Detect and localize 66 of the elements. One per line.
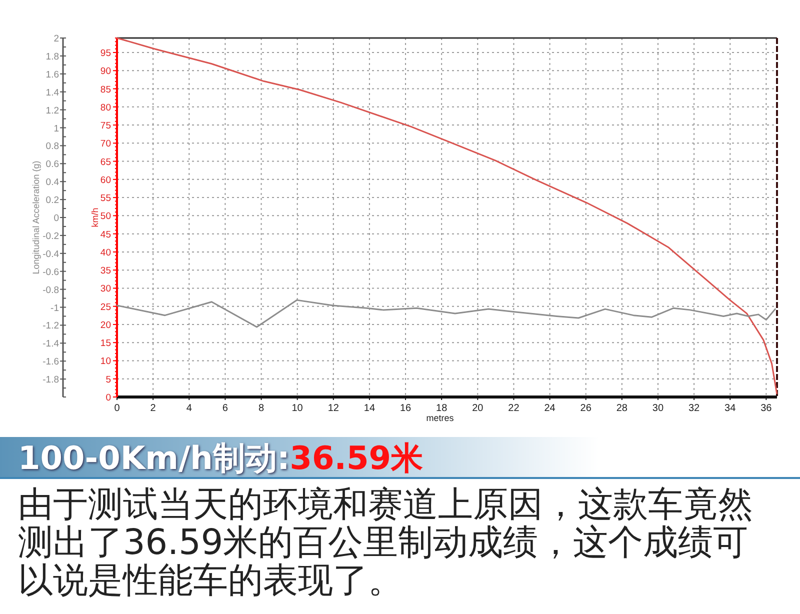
y-tick-label: 0.6 [46,159,59,170]
x-tick-label: 30 [652,403,664,414]
x-tick-label: 16 [400,403,412,414]
y-tick-label: 2 [54,34,59,44]
y2-tick-label: 85 [100,84,111,96]
y-tick-label: -0.6 [42,266,59,278]
x-axis-title: metres [426,413,454,423]
x-tick-label: 14 [364,403,376,414]
y-tick-label: 0.4 [46,177,59,188]
y-tick-label: -0.2 [42,230,59,242]
y-tick-label: 0.2 [46,195,59,206]
x-tick-label: 18 [436,403,448,414]
x-tick-label: 4 [186,403,192,414]
x-tick-label: 32 [688,403,700,414]
x-tick-label: 6 [222,403,228,414]
y-tick-label: 1.6 [46,69,59,80]
y2-tick-label: 25 [100,302,111,313]
line-series [116,299,776,328]
text: 100-0Km/h制动:36.59米 [18,439,423,477]
y2-tick-label: 50 [100,211,111,222]
y2-tick-label: 55 [100,193,111,204]
x-tick-label: 24 [544,403,556,414]
y-tick-label: 1.4 [46,87,59,98]
x-tick-label: 34 [724,403,736,414]
y2-tick-label: 90 [100,66,111,78]
y2-tick-label: 75 [100,120,111,132]
x-tick-label: 12 [328,403,340,414]
y2-tick-label: 20 [100,320,111,331]
y-tick-label: -1.2 [42,320,59,332]
y2-tick-label: 30 [100,284,111,295]
text: 由于测试当天的环境和赛道上原因，这款车竟然测出了36.59米的百公里制动成绩，这个成绩可以说是性能车的表现了。 [18,485,754,601]
y2-tick-label: 0 [106,392,111,404]
y-tick-label: -0.8 [42,284,59,296]
y-tick-label: 1 [54,123,59,134]
y-tick-label: -1.4 [42,338,59,350]
y-tick-label: 1.2 [46,105,59,116]
y-tick-label: 0 [54,213,59,224]
x-tick-label: 0 [114,403,120,414]
y2-tick-label: 70 [100,138,111,150]
y2-tick-label: 65 [100,156,111,168]
y2-tick-label: 35 [100,266,111,277]
y2-axis-title: km/h [90,208,100,228]
x-tick-label: 26 [580,403,592,414]
y-tick-label: -0.4 [42,248,59,260]
y-tick-label: -1.8 [42,374,59,386]
x-tick-label: 8 [258,403,264,414]
y2-tick-label: 10 [100,356,111,368]
line-series [116,37,778,394]
y2-tick-label: 60 [100,174,111,186]
x-tick-label: 22 [508,403,520,414]
x-tick-label: 10 [292,403,304,414]
y2-tick-label: 40 [100,247,111,258]
y2-tick-label: 15 [100,338,111,350]
y2-tick-label: 5 [106,374,111,386]
y2-tick-label: 45 [100,229,111,240]
y-tick-label: -1.6 [42,356,59,368]
y-axis-title: Longitudinal Acceleration (g) [31,160,41,274]
y-tick-label: -1 [50,302,59,314]
y-tick-label: 0.8 [46,141,59,152]
y-tick-label: 1.8 [46,51,59,62]
y2-tick-label: 95 [100,48,111,60]
x-tick-label: 28 [616,403,628,414]
y2-tick-label: 80 [100,102,111,114]
x-tick-label: 2 [150,403,156,414]
x-tick-label: 20 [472,403,484,414]
x-tick-label: 36 [760,403,772,414]
